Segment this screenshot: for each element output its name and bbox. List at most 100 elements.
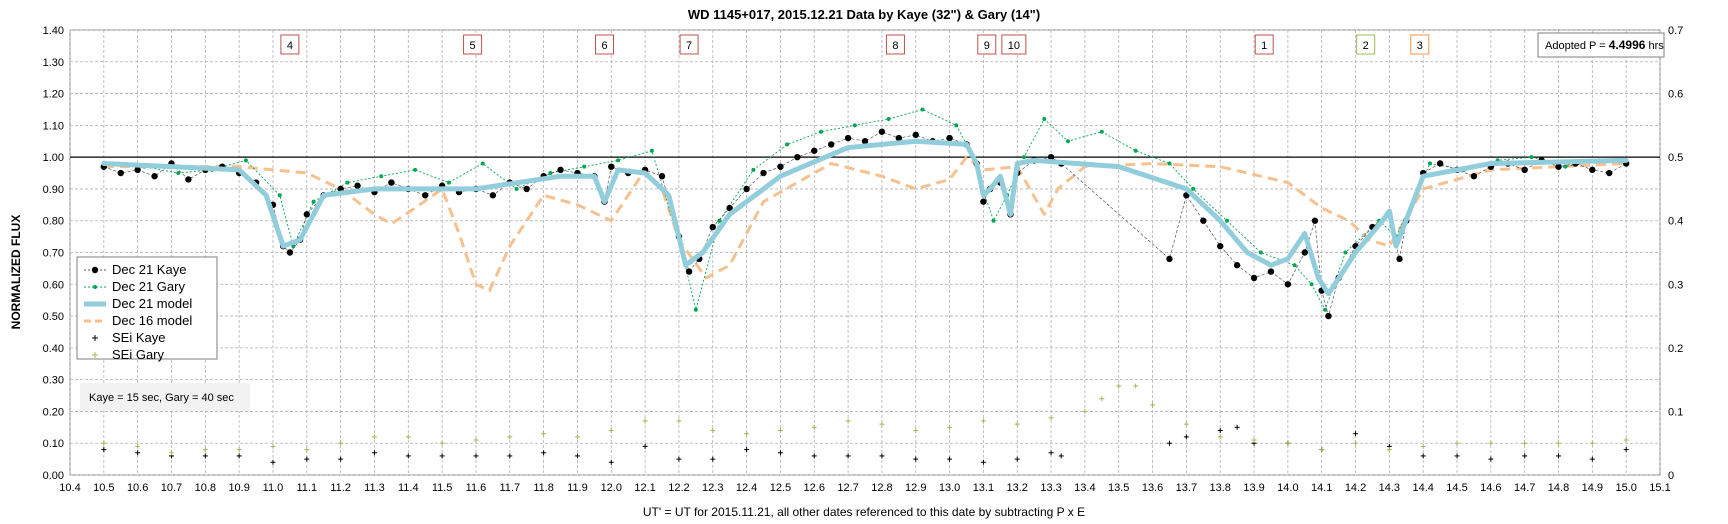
- kaye-point: [1311, 217, 1319, 224]
- sei-kaye-point: [507, 453, 513, 459]
- sei-kaye-point: [338, 456, 344, 462]
- kaye-point: [1470, 173, 1478, 180]
- transit-marker-label: 2: [1363, 40, 1369, 52]
- sei-kaye-point: [879, 453, 885, 459]
- transit-marker-box: [595, 34, 615, 55]
- sei-kaye-point: [236, 453, 242, 459]
- kaye-point: [743, 185, 750, 193]
- gary-point: [693, 307, 698, 312]
- sei-gary-point: [135, 443, 141, 449]
- y2-tick-label: 0.7: [1668, 25, 1683, 37]
- sei-kaye-point: [1014, 456, 1020, 462]
- sei-gary-point: [1217, 434, 1223, 440]
- x-tick-label: 11.3: [364, 482, 385, 494]
- legend-label: Dec 21 model: [112, 296, 192, 311]
- gary-point: [514, 186, 519, 191]
- gary-point: [1065, 139, 1070, 144]
- sei-gary-point: [1353, 440, 1359, 446]
- x-tick-label: 13.3: [1040, 482, 1061, 494]
- sei-gary-point: [642, 418, 648, 424]
- gary-point: [1224, 218, 1229, 223]
- sei-gary-point: [270, 443, 276, 449]
- x-tick-label: 12.9: [905, 482, 926, 494]
- y-tick-label: 0.00: [43, 470, 64, 482]
- gary-point: [1042, 117, 1047, 121]
- kaye-point: [1233, 262, 1241, 269]
- legend-entry: SEi Kaye: [92, 330, 165, 345]
- sei-kaye-point: [1234, 424, 1240, 430]
- sei-gary-point: [1589, 440, 1595, 446]
- kaye-point: [303, 211, 311, 218]
- gary-point: [717, 218, 722, 223]
- kaye-point: [980, 198, 987, 205]
- x-tick-label: 15.0: [1615, 482, 1636, 494]
- sei-gary-point: [236, 447, 242, 453]
- x-axis-title: UT' = UT for 2015.11.21, all other dates…: [643, 505, 1085, 519]
- period-text: Adopted P = 4.4996 hrs: [1545, 38, 1664, 52]
- kaye-point: [946, 134, 953, 142]
- kaye-point: [658, 173, 666, 180]
- kaye-point: [912, 131, 919, 139]
- sei-kaye-point: [1217, 428, 1223, 433]
- y2-tick-label: 0.3: [1668, 279, 1683, 291]
- gary-point: [886, 117, 891, 121]
- transit-marker-box: [885, 34, 905, 55]
- gary-point: [616, 158, 621, 163]
- gary-point: [1343, 250, 1348, 255]
- period-prefix: Adopted P =: [1545, 40, 1609, 52]
- sei-gary-point: [1488, 440, 1494, 446]
- legend-label: Dec 21 Kaye: [112, 262, 186, 277]
- kaye-point: [844, 134, 852, 142]
- gary-point: [480, 161, 485, 166]
- sei-gary-point: [608, 428, 614, 433]
- y2-tick-label: 0.2: [1668, 343, 1683, 355]
- sei-kaye-point: [270, 459, 276, 465]
- sei-gary-point: [168, 450, 174, 456]
- sei-kaye-point: [202, 453, 208, 459]
- kaye-point: [557, 166, 564, 174]
- sei-gary-point: [1454, 440, 1460, 446]
- gary-connector: [110, 108, 1627, 311]
- sei-kaye-point: [1522, 453, 1528, 459]
- x-tick-label: 12.7: [837, 482, 858, 494]
- gary-point: [176, 171, 181, 176]
- x-tick-label: 14.5: [1446, 482, 1467, 494]
- sei-kaye-point: [1454, 453, 1460, 459]
- sei-gary-point: [1082, 408, 1088, 414]
- x-tick-label: 12.4: [736, 482, 757, 494]
- sei-kaye-point: [1048, 450, 1054, 456]
- x-tick-label: 11.1: [297, 482, 318, 494]
- sei-gary-point: [1183, 421, 1189, 427]
- y2-tick-label: 0.6: [1668, 89, 1683, 101]
- x-tick-label: 10.5: [93, 482, 114, 494]
- transit-marker-box: [1254, 34, 1274, 55]
- x-tick-label: 10.9: [228, 482, 249, 494]
- x-tick-label: 14.7: [1514, 482, 1535, 494]
- kaye-point: [1589, 166, 1596, 174]
- gary-point: [1167, 161, 1172, 166]
- sei-kaye-point: [744, 447, 750, 453]
- sei-gary-point: [1099, 396, 1105, 402]
- gary-point: [1323, 307, 1328, 312]
- y-tick-label: 0.40: [43, 343, 64, 355]
- sei-kaye-point: [574, 453, 580, 459]
- transit-marker-box: [1001, 34, 1027, 55]
- x-tick-label: 12.0: [601, 482, 622, 494]
- period-suffix: hrs: [1645, 40, 1664, 52]
- sei-kaye-point: [777, 450, 783, 456]
- y2-tick-label: 0.1: [1668, 406, 1683, 418]
- y2-tick-label: 0.5: [1668, 152, 1683, 164]
- gary-point: [1099, 129, 1104, 134]
- sei-gary-point: [1116, 383, 1122, 389]
- kaye-point: [1200, 217, 1207, 224]
- sei-gary-point: [879, 421, 885, 427]
- x-tick-label: 14.8: [1548, 482, 1569, 494]
- transit-marker-label: 5: [470, 40, 476, 52]
- sei-gary-point: [338, 440, 344, 446]
- y2-tick-label: 0.4: [1668, 216, 1683, 228]
- period-annotation: Adopted P = 4.4996 hrs: [1537, 32, 1665, 58]
- x-tick-label: 11.5: [432, 482, 453, 494]
- kaye-point: [1325, 312, 1332, 320]
- sei-kaye-point: [608, 459, 614, 465]
